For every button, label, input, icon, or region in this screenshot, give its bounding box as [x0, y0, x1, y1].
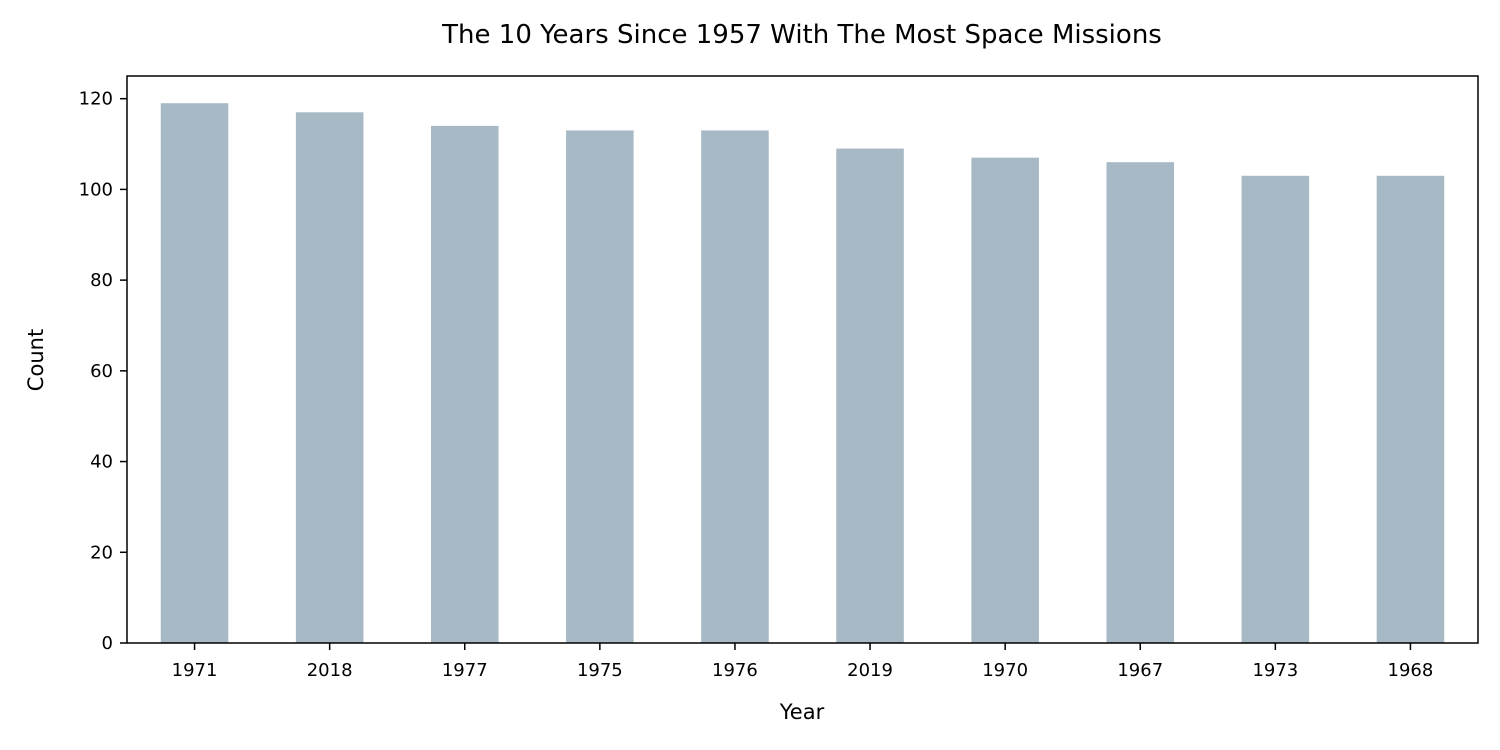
bar-1970	[971, 157, 1039, 643]
y-tick-label-80: 80	[90, 270, 113, 291]
x-tick-label-1967: 1967	[1117, 660, 1163, 681]
bar-2018	[295, 112, 364, 643]
bar-1971	[160, 103, 229, 643]
bars-group	[160, 103, 1445, 644]
x-tick-label-1970: 1970	[982, 660, 1028, 681]
y-tick-label-100: 100	[79, 179, 113, 200]
x-tick-label-1973: 1973	[1252, 660, 1298, 681]
x-tick-label-2018: 2018	[307, 660, 353, 681]
y-tick-label-40: 40	[90, 452, 113, 473]
x-axis-label: Year	[779, 700, 825, 724]
y-ticks-group: 0 20 40 60 80 100 120	[79, 89, 127, 654]
bar-1967	[1106, 162, 1175, 643]
x-tick-label-1971: 1971	[172, 660, 218, 681]
bar-2019	[836, 148, 904, 644]
y-tick-label-20: 20	[90, 542, 113, 563]
x-tick-label-1975: 1975	[577, 660, 623, 681]
y-axis-label: Count	[24, 329, 48, 391]
chart-title: The 10 Years Since 1957 With The Most Sp…	[441, 20, 1162, 50]
bar-1977	[430, 125, 499, 643]
y-tick-label-0: 0	[102, 633, 113, 654]
x-tick-label-1977: 1977	[442, 660, 488, 681]
bar-1973	[1241, 175, 1310, 644]
plot-frame	[126, 75, 1479, 644]
bar-1975	[566, 130, 634, 643]
x-tick-label-1976: 1976	[712, 660, 758, 681]
y-tick-label-120: 120	[79, 89, 113, 110]
x-ticks-group: 1971 2018 1977 1975 1976 2019 1970 1967 1973 1968	[172, 643, 1434, 681]
bar-1968	[1376, 175, 1445, 644]
bar-1976	[701, 130, 769, 643]
x-tick-label-2019: 2019	[847, 660, 893, 681]
x-tick-label-1968: 1968	[1388, 660, 1434, 681]
y-tick-label-60: 60	[90, 361, 113, 382]
